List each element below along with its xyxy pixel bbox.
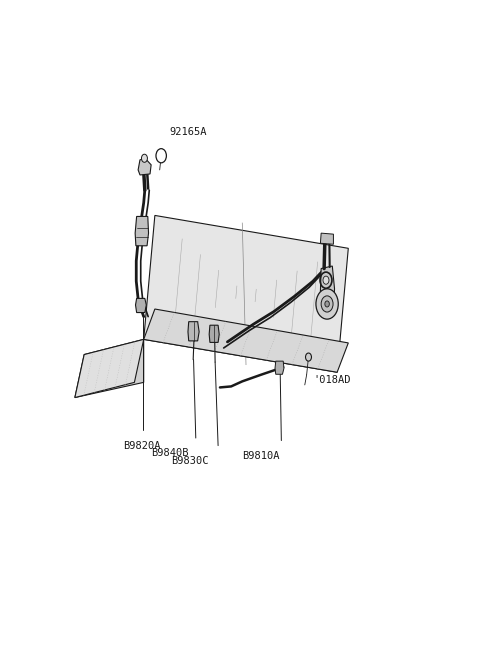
Polygon shape	[321, 266, 335, 311]
Polygon shape	[321, 233, 334, 244]
Polygon shape	[144, 309, 348, 373]
Polygon shape	[75, 340, 144, 397]
Circle shape	[142, 154, 147, 162]
Polygon shape	[188, 322, 199, 341]
Text: B9820A: B9820A	[123, 441, 161, 451]
Circle shape	[323, 276, 329, 284]
Text: '018AD: '018AD	[313, 374, 350, 385]
Circle shape	[321, 296, 333, 312]
Text: B9840B: B9840B	[151, 448, 189, 458]
Polygon shape	[135, 298, 146, 313]
Polygon shape	[275, 361, 284, 374]
Text: B9830C: B9830C	[172, 456, 209, 466]
Text: B9810A: B9810A	[242, 451, 280, 461]
Polygon shape	[75, 340, 144, 397]
Polygon shape	[135, 216, 148, 246]
Circle shape	[316, 289, 338, 319]
Circle shape	[325, 301, 329, 307]
Circle shape	[156, 148, 167, 163]
Polygon shape	[209, 325, 219, 342]
Text: 92165A: 92165A	[170, 127, 207, 137]
Polygon shape	[144, 215, 348, 373]
Circle shape	[305, 353, 312, 361]
Polygon shape	[138, 159, 151, 175]
